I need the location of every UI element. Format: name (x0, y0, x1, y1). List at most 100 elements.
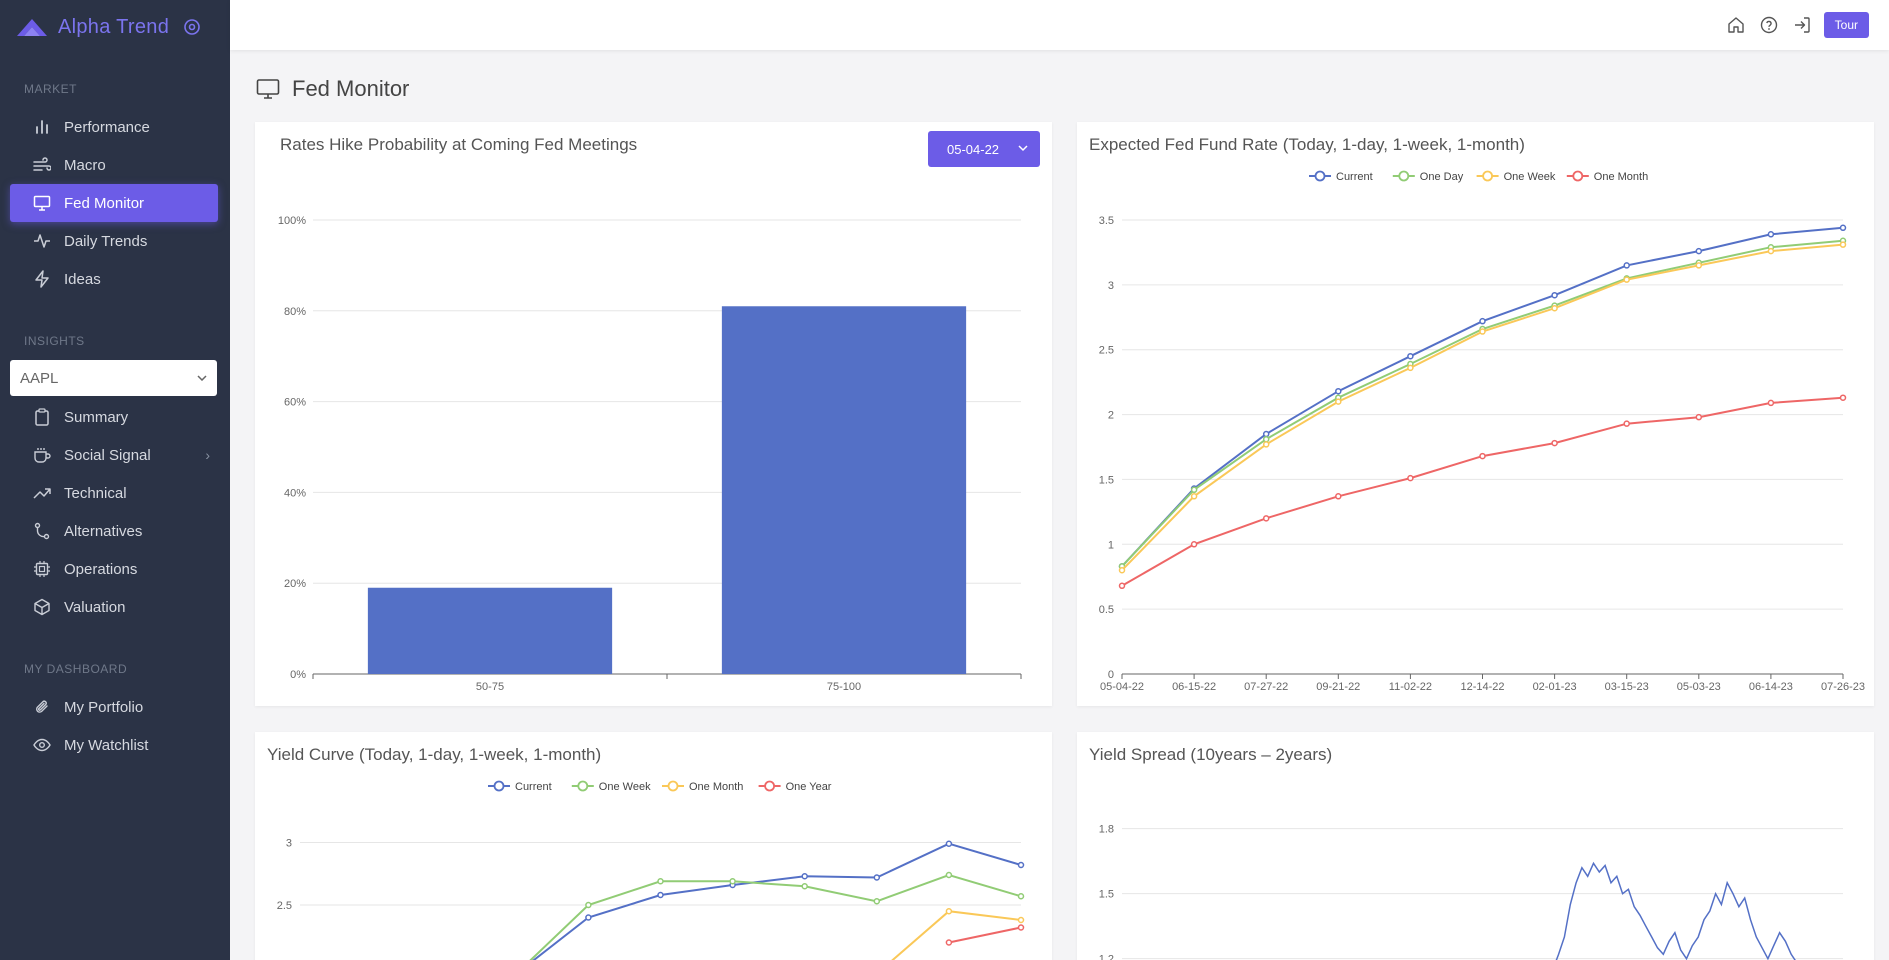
page-title: Fed Monitor (292, 76, 410, 101)
tour-button[interactable]: Tour (1823, 12, 1869, 38)
sidebar-item-fed-monitor[interactable]: Fed Monitor (10, 184, 218, 222)
sidebar-item-label: Operations (64, 560, 138, 578)
logo-icon (17, 19, 47, 36)
data-point (1262, 515, 1270, 522)
data-point (1190, 486, 1198, 494)
cpu-icon (32, 559, 52, 579)
sidebar-item-ideas[interactable]: Ideas (10, 260, 220, 298)
chart-title: Expected Fed Fund Rate (Today, 1-day, 1-… (1089, 135, 1525, 154)
paperclip-icon (32, 697, 52, 717)
series-line (532, 842, 1022, 960)
data-point (801, 873, 808, 880)
date-select-button[interactable]: 05-04-22 (928, 131, 1040, 167)
help-icon[interactable] (1759, 15, 1779, 35)
legend-marker (1398, 170, 1410, 182)
rate-hike-card: Rates Hike Probability at Coming Fed Mee… (255, 122, 1052, 706)
chevron-right-icon: › (205, 447, 210, 463)
data-point (1335, 398, 1342, 405)
data-point (1118, 566, 1126, 574)
clipboard-icon (32, 407, 52, 427)
data-point (873, 874, 881, 881)
data-point (1407, 364, 1414, 372)
date-select-value: 05-04-22 (947, 141, 1000, 157)
data-point (1190, 541, 1198, 548)
chart-title: Rates Hike Probability at Coming Fed Mee… (280, 135, 638, 154)
data-point (1262, 430, 1270, 438)
sidebar-item-label: My Portfolio (64, 698, 144, 716)
y-tick-label: 3 (286, 838, 292, 850)
y-tick-label: 80% (284, 306, 306, 318)
x-tick-label: 05-03-23 (1677, 681, 1721, 693)
series-line (1555, 861, 1796, 960)
sidebar-item-label: Ideas (64, 270, 101, 288)
data-point (585, 914, 592, 921)
sidebar-item-my-portfolio[interactable]: My Portfolio (10, 688, 220, 726)
sidebar-item-daily-trends[interactable]: Daily Trends (10, 222, 220, 260)
sidebar-item-label: Macro (64, 156, 106, 174)
line-chart: 0 0.5 1 1.5 2 2.5 3 3.5 Current One Day One Week On… (1099, 170, 1865, 693)
activity-icon (32, 231, 52, 251)
data-point (945, 871, 953, 879)
bar-chart-icon (32, 117, 52, 137)
chevron-down-icon (197, 375, 207, 381)
section-label-dashboard: MY DASHBOARD (24, 662, 128, 676)
data-point (1407, 352, 1414, 360)
home-icon[interactable] (1726, 15, 1746, 35)
y-tick-label: 100% (278, 215, 306, 227)
login-icon[interactable] (1792, 15, 1812, 35)
x-tick-label: 07-27-22 (1244, 681, 1288, 693)
x-tick-label: 03-15-23 (1605, 681, 1649, 693)
data-point (1767, 231, 1775, 238)
y-tick-label: 0.5 (1099, 604, 1114, 616)
git-branch-icon (32, 521, 52, 541)
sidebar-item-alternatives[interactable]: Alternatives (10, 512, 220, 550)
line-chart: 1.8 1.5 1.2 (1099, 824, 1843, 960)
data-point (657, 878, 664, 885)
ticker-select-value: AAPL (20, 369, 59, 387)
data-point (1551, 304, 1558, 312)
sidebar-item-summary[interactable]: Summary (10, 398, 220, 436)
data-point (801, 883, 808, 890)
monitor-icon (32, 193, 52, 213)
data-point (1407, 474, 1414, 482)
lightning-icon (32, 269, 52, 289)
box-icon (32, 597, 52, 617)
chart-title: Yield Curve (Today, 1-day, 1-week, 1-mon… (267, 745, 602, 764)
x-tick-label: 06-14-23 (1749, 681, 1793, 693)
legend-label: One Month (689, 781, 743, 793)
eye-icon (32, 735, 52, 755)
x-tick-label: 09-21-22 (1316, 681, 1360, 693)
data-point (1839, 241, 1847, 248)
y-tick-label: 0% (290, 669, 306, 681)
data-point (1017, 893, 1025, 900)
series-line (1121, 226, 1844, 567)
section-label-market: MARKET (24, 82, 78, 96)
y-tick-label: 20% (284, 578, 306, 590)
target-icon[interactable] (183, 18, 201, 36)
legend-label: One Year (786, 781, 832, 793)
chart-title: Yield Spread (10years – 2years) (1089, 745, 1333, 764)
ticker-select[interactable]: AAPL (10, 360, 217, 396)
data-point (585, 901, 592, 909)
data-point (1623, 420, 1630, 427)
trending-up-icon (32, 483, 52, 503)
sidebar-item-operations[interactable]: Operations (10, 550, 220, 588)
legend-marker (1482, 170, 1494, 182)
brand[interactable]: Alpha Trend (0, 0, 230, 54)
data-point (945, 840, 953, 847)
data-point (1623, 262, 1630, 269)
sidebar-item-valuation[interactable]: Valuation (10, 588, 220, 626)
y-tick-label: 1.5 (1099, 474, 1114, 486)
chevron-down-icon (1018, 145, 1028, 152)
x-tick-label: 12-14-22 (1460, 681, 1504, 693)
sidebar-item-macro[interactable]: Macro (10, 146, 220, 184)
legend-label: One Month (1594, 171, 1648, 183)
sidebar-item-performance[interactable]: Performance (10, 108, 220, 146)
data-point (1767, 399, 1775, 407)
sidebar-item-my-watchlist[interactable]: My Watchlist (10, 726, 220, 764)
bar-chart: 0% 20% 40% 60% 80% 100% 50-75 75-100 (278, 215, 1022, 693)
data-point (1551, 291, 1558, 299)
sidebar-item-social-signal[interactable]: Social Signal › (10, 436, 220, 474)
legend-marker (493, 780, 505, 792)
sidebar-item-technical[interactable]: Technical (10, 474, 220, 512)
